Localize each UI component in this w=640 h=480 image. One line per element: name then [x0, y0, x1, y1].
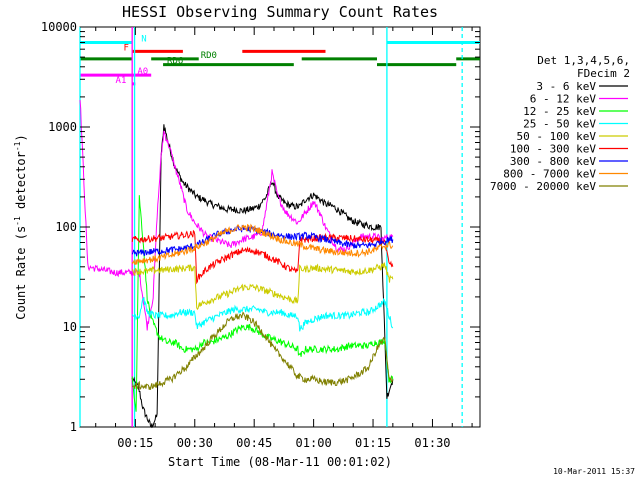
legend-header-2: FDecim 2 — [577, 67, 630, 80]
legend-label-6-12-kev: 6 - 12 keV — [530, 93, 597, 106]
x-axis-label: Start Time (08-Mar-11 00:01:02) — [168, 455, 392, 469]
x-tick-label-1: 00:30 — [177, 436, 213, 450]
y-axis-label-sup2: -1 — [13, 141, 22, 151]
series-line-7000-20000-kev — [131, 311, 394, 391]
y-tick-label-3: 1000 — [48, 120, 77, 134]
y-axis-label-main: Count Rate (s — [14, 226, 28, 320]
timestamp: 10-Mar-2011 15:37 — [553, 467, 635, 476]
y-tick-label-2: 100 — [55, 220, 77, 234]
legend-label-3-6-kev: 3 - 6 keV — [536, 80, 596, 93]
flag-label-a1: A1 — [116, 76, 127, 86]
y-axis-label-mid: detector — [14, 151, 28, 216]
x-tick-label-3: 01:00 — [296, 436, 332, 450]
x-tick-label-5: 01:30 — [414, 436, 450, 450]
flag-label-a0: A0 — [137, 67, 148, 77]
legend-label-25-50-kev: 25 - 50 keV — [523, 118, 596, 131]
series-lines — [79, 100, 394, 429]
series-line-6-12-kev — [79, 100, 394, 331]
y-tick-label-1: 10 — [63, 320, 77, 334]
flag-bars: N F RD0 RD6 A0 A1 — [80, 34, 480, 86]
legend-label-800-7000-kev: 800 - 7000 keV — [503, 168, 596, 181]
series-line-800-7000-kev — [131, 223, 394, 265]
y-axis-ticks: 1 10 100 1000 10000 — [41, 20, 480, 434]
legend-label-12-25-kev: 12 - 25 keV — [523, 105, 596, 118]
x-axis-ticks: 00:15 00:30 00:45 01:00 01:15 01:30 — [95, 27, 473, 450]
flag-label-f: F — [123, 43, 128, 53]
legend-label-100-300-kev: 100 - 300 keV — [510, 143, 596, 156]
legend-label-7000-20000-kev: 7000 - 20000 keV — [490, 180, 596, 193]
plot-frame — [79, 26, 481, 428]
y-tick-label-0: 1 — [70, 420, 77, 434]
legend-label-300-800-kev: 300 - 800 keV — [510, 155, 596, 168]
legend-label-50-100-kev: 50 - 100 keV — [517, 130, 597, 143]
series-line-100-300-kev — [131, 229, 394, 285]
y-axis-label-end: ) — [14, 134, 28, 141]
x-tick-label-4: 01:15 — [355, 436, 391, 450]
chart-title: HESSI Observing Summary Count Rates — [122, 3, 438, 21]
flag-label-n: N — [141, 34, 146, 44]
x-tick-label-0: 00:15 — [117, 436, 153, 450]
x-tick-label-2: 00:45 — [236, 436, 272, 450]
series-line-50-100-kev — [131, 262, 394, 311]
series-line-3-6-kev — [131, 124, 394, 429]
flag-label-rd0: RD0 — [201, 51, 217, 61]
y-tick-label-4: 10000 — [41, 20, 77, 34]
y-axis-label-sup1: -1 — [13, 216, 22, 226]
legend-header-1: Det 1,3,4,5,6, — [537, 54, 630, 67]
y-axis-label: Count Rate (s-1 detector-1) — [13, 134, 28, 319]
flag-label-rd6: RD6 — [167, 57, 183, 67]
series-line-25-50-kev — [131, 296, 394, 332]
